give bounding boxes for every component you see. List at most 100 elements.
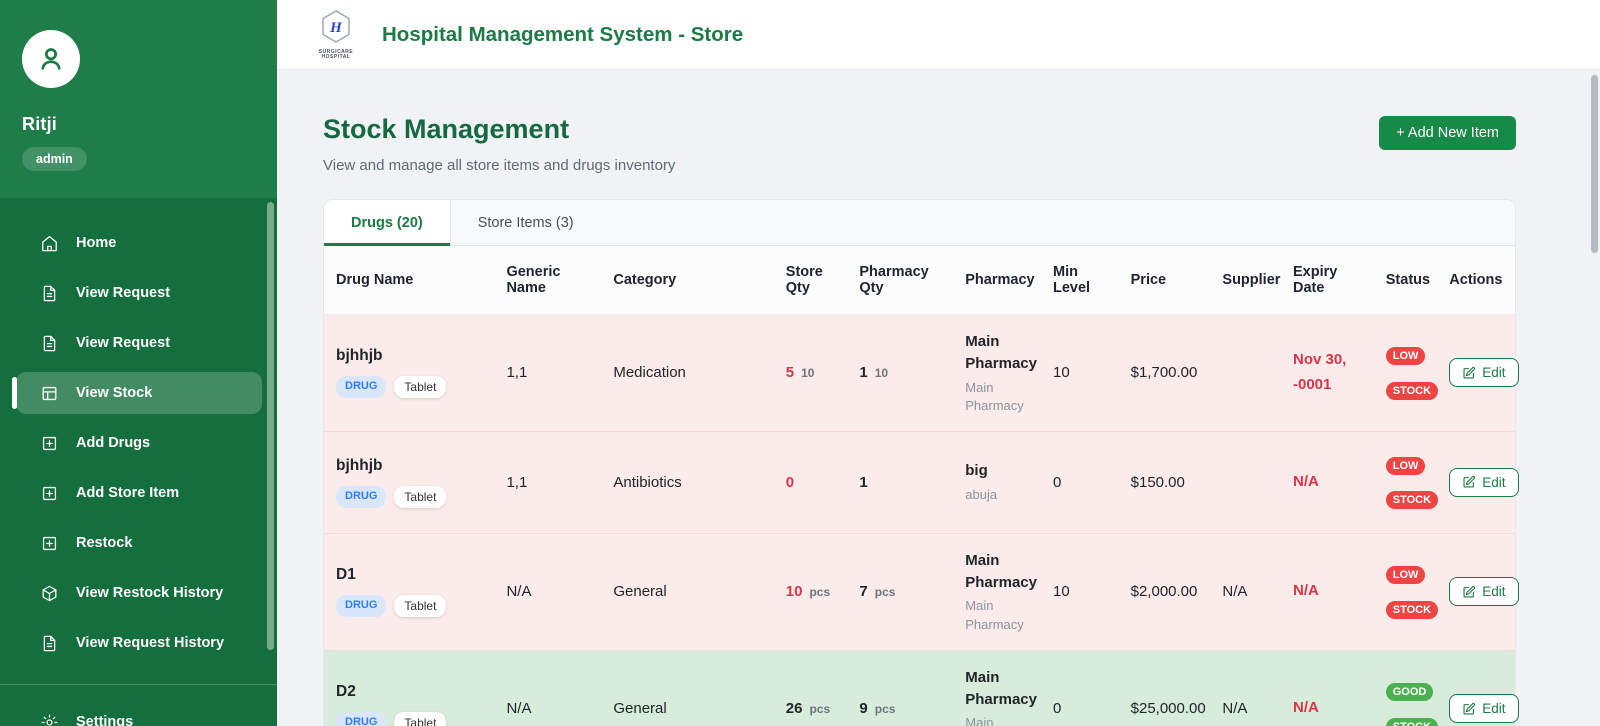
drug-name: bjhhjb xyxy=(336,457,490,475)
dosage-form-badge: Tablet xyxy=(394,376,446,398)
pharmacy-qty-unit: pcs xyxy=(875,585,896,599)
tab-drugs[interactable]: Drugs (20) xyxy=(324,200,451,245)
store-qty-value: 0 xyxy=(786,474,794,491)
sidebar-item-view-request[interactable]: View Request xyxy=(0,318,277,368)
column-header: Category xyxy=(605,246,777,315)
edit-button[interactable]: Edit xyxy=(1449,694,1518,723)
tab-bar: Drugs (20) Store Items (3) xyxy=(324,200,1515,246)
sidebar: Ritji admin HomeView RequestView Request… xyxy=(0,0,277,726)
sidebar-item-restock[interactable]: Restock xyxy=(0,518,277,568)
pharmacy-qty-value: 1 xyxy=(859,474,867,491)
edit-button[interactable]: Edit xyxy=(1449,577,1518,606)
drug-name: bjhhjb xyxy=(336,347,490,365)
category: General xyxy=(613,700,666,717)
edit-button[interactable]: Edit xyxy=(1449,468,1518,497)
edit-pencil-icon xyxy=(1462,585,1476,599)
category: General xyxy=(613,583,666,600)
sidebar-item-view-stock[interactable]: View Stock xyxy=(0,368,277,418)
drug-name: D1 xyxy=(336,566,490,584)
page-content: Stock Management View and manage all sto… xyxy=(323,114,1516,726)
price: $150.00 xyxy=(1131,474,1185,491)
pharmacy-location: Main Pharmacy xyxy=(965,597,1037,633)
sidebar-item-add-store-item[interactable]: Add Store Item xyxy=(0,468,277,518)
gear-icon xyxy=(40,712,60,726)
plus-square-icon xyxy=(40,433,60,453)
price: $25,000.00 xyxy=(1131,700,1206,717)
sidebar-item-view-request-history[interactable]: View Request History xyxy=(0,618,277,668)
drug-badges: DRUGTablet xyxy=(336,486,490,508)
user-role-badge: admin xyxy=(22,147,87,171)
column-header: Price xyxy=(1123,246,1215,315)
table-row: bjhhjb DRUGTablet 1,1 Medication 510 110… xyxy=(324,315,1515,432)
app-window: Ritji admin HomeView RequestView Request… xyxy=(0,0,1600,726)
price: $1,700.00 xyxy=(1131,364,1198,381)
page-subtitle: View and manage all store items and drug… xyxy=(323,157,675,174)
column-header: Generic Name xyxy=(498,246,605,315)
min-level: 10 xyxy=(1053,583,1070,600)
sidebar-item-view-restock-history[interactable]: View Restock History xyxy=(0,568,277,618)
main-area: H SURGICARE HOSPITAL Hospital Management… xyxy=(277,0,1600,726)
category: Medication xyxy=(613,364,686,381)
generic-name: N/A xyxy=(506,583,531,600)
tab-store-items[interactable]: Store Items (3) xyxy=(451,200,601,245)
column-header: Store Qty xyxy=(778,246,852,315)
min-level: 0 xyxy=(1053,700,1061,717)
price: $2,000.00 xyxy=(1131,583,1198,600)
sidebar-scrollbar[interactable] xyxy=(267,202,274,650)
store-qty-value: 5 xyxy=(786,364,794,381)
status-badge: GOOD STOCK xyxy=(1386,683,1438,726)
generic-name: 1,1 xyxy=(506,364,527,381)
sidebar-item-settings[interactable]: Settings xyxy=(0,697,277,726)
sidebar-item-home[interactable]: Home xyxy=(0,218,277,268)
page-scrollbar[interactable] xyxy=(1591,75,1598,253)
document-icon xyxy=(40,633,60,653)
user-icon xyxy=(34,42,68,76)
sidebar-item-label: Restock xyxy=(76,535,132,551)
drug-badges: DRUGTablet xyxy=(336,712,490,726)
svg-text:H: H xyxy=(329,20,343,36)
sidebar-item-label: Add Store Item xyxy=(76,485,179,501)
drug-type-badge: DRUG xyxy=(336,712,386,726)
expiry-date: N/A xyxy=(1293,579,1370,604)
expiry-date: N/A xyxy=(1293,470,1370,495)
add-new-item-button[interactable]: + Add New Item xyxy=(1379,116,1516,150)
pharmacy-qty-unit: 10 xyxy=(875,366,888,380)
pharmacy-qty-unit: pcs xyxy=(875,702,896,716)
dosage-form-badge: Tablet xyxy=(394,595,446,617)
app-title: Hospital Management System - Store xyxy=(382,23,743,47)
store-qty-value: 26 xyxy=(786,700,803,717)
category: Antibiotics xyxy=(613,474,681,491)
generic-name: 1,1 xyxy=(506,474,527,491)
topbar: H SURGICARE HOSPITAL Hospital Management… xyxy=(277,0,1600,70)
min-level: 0 xyxy=(1053,474,1061,491)
dosage-form-badge: Tablet xyxy=(394,486,446,508)
pharmacy-location: Main Pharmacy xyxy=(965,714,1037,726)
sidebar-item-label: Add Drugs xyxy=(76,435,150,451)
sidebar-item-view-request[interactable]: View Request xyxy=(0,268,277,318)
pharmacy-qty-value: 7 xyxy=(859,583,867,600)
plus-square-icon xyxy=(40,533,60,553)
edit-button[interactable]: Edit xyxy=(1449,358,1518,387)
sidebar-item-label: View Request xyxy=(76,285,170,301)
sidebar-item-add-drugs[interactable]: Add Drugs xyxy=(0,418,277,468)
sidebar-nav: HomeView RequestView RequestView StockAd… xyxy=(0,198,277,726)
store-qty-unit: pcs xyxy=(809,702,830,716)
edit-pencil-icon xyxy=(1462,702,1476,716)
package-icon xyxy=(40,583,60,603)
drugs-table: Drug NameGeneric NameCategoryStore QtyPh… xyxy=(324,246,1515,726)
expiry-date: N/A xyxy=(1293,696,1370,721)
pharmacy-location: Main Pharmacy xyxy=(965,379,1037,415)
stock-grid-icon xyxy=(40,383,60,403)
logo-caption: SURGICARE HOSPITAL xyxy=(310,50,362,60)
store-qty-unit: pcs xyxy=(809,585,830,599)
supplier: N/A xyxy=(1222,583,1247,600)
pharmacy-location: abuja xyxy=(965,486,1037,504)
table-body: bjhhjb DRUGTablet 1,1 Medication 510 110… xyxy=(324,315,1515,726)
edit-pencil-icon xyxy=(1462,475,1476,489)
document-icon xyxy=(40,333,60,353)
sidebar-item-label: Settings xyxy=(76,714,133,726)
expiry-date: Nov 30, -0001 xyxy=(1293,348,1370,398)
sidebar-divider xyxy=(0,684,277,685)
sidebar-footer-items: Settings xyxy=(0,697,277,726)
column-header: Expiry Date xyxy=(1285,246,1378,315)
